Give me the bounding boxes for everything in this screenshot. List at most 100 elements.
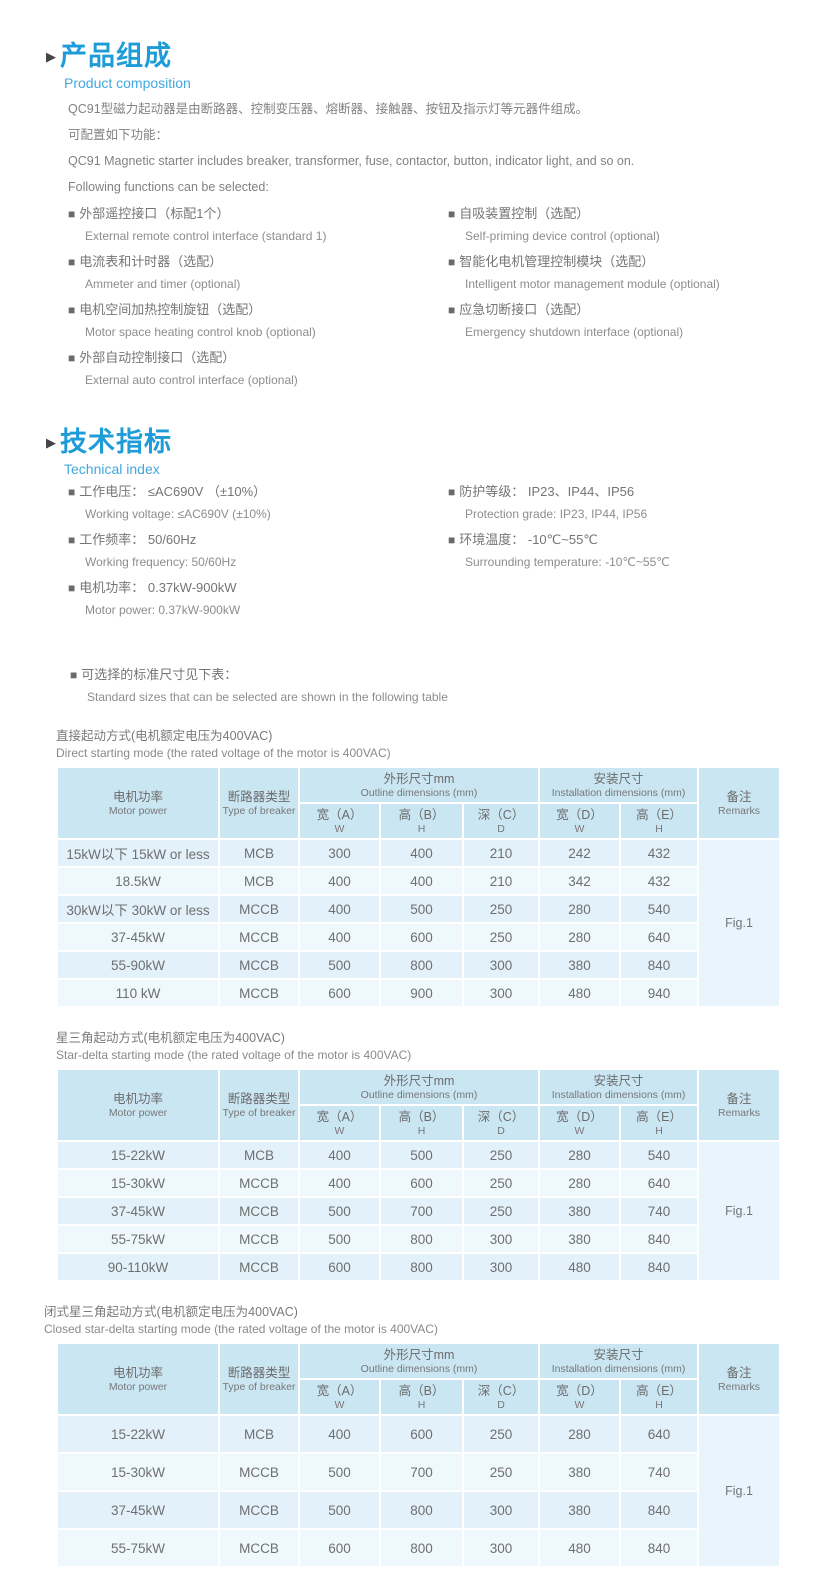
feature-en: External auto control interface (optiona… bbox=[85, 372, 298, 387]
table-cell: MCCB bbox=[218, 1252, 300, 1282]
tech-en: Working voltage: ≤AC690V (±10%) bbox=[85, 506, 271, 521]
standard-size-note: ■ 可选择的标准尺寸见下表： Standard sizes that can be… bbox=[70, 666, 830, 706]
feature-en: Intelligent motor management module (opt… bbox=[465, 276, 720, 291]
table-cell: 640 bbox=[619, 922, 700, 952]
table-cell: 210 bbox=[461, 866, 541, 896]
table-cell: 500 bbox=[298, 950, 381, 980]
table-row: 15-30kW MCCB 400 600 250 280 640 bbox=[56, 1168, 780, 1198]
section-header: ▶ 产品组成 Product composition bbox=[46, 41, 830, 90]
table-cell: 840 bbox=[619, 950, 700, 980]
feature-item: ■ 应急切断接口（选配） Emergency shutdown interface… bbox=[448, 301, 830, 341]
table-cell: 280 bbox=[538, 922, 622, 952]
header-height-b: 高（B） H bbox=[379, 1104, 464, 1142]
table-cell: MCCB bbox=[218, 1490, 300, 1530]
table-cell: 432 bbox=[619, 838, 700, 868]
table-row: 15-22kW MCB 400 500 250 280 540 Fig.1 bbox=[56, 1140, 782, 1282]
table-cell: 400 bbox=[298, 1168, 381, 1198]
table-cell: 800 bbox=[379, 1224, 464, 1254]
table-body: 15kW以下 15kW or less MCB 300 400 210 242 432 Fig… bbox=[56, 838, 782, 1008]
table-cell: 840 bbox=[619, 1528, 700, 1568]
tech-cn: 工作频率： 50/60Hz bbox=[79, 531, 197, 547]
table-cell: 55-75kW bbox=[56, 1224, 220, 1254]
table-cell: 640 bbox=[619, 1168, 700, 1198]
table-cell: MCCB bbox=[218, 1528, 300, 1568]
table-cell: MCB bbox=[218, 1140, 300, 1170]
feature-en: Motor space heating control knob (option… bbox=[85, 324, 316, 339]
table-cell: 840 bbox=[619, 1252, 700, 1282]
direct-starting-table: 电机功率 Motor power 断路器类型 Type of breaker 外形尺… bbox=[56, 766, 782, 1008]
feature-en: Self-priming device control (optional) bbox=[465, 228, 660, 243]
table-cell: MCCB bbox=[218, 922, 300, 952]
header-width-d: 宽（D） W bbox=[538, 1104, 622, 1142]
header-motor-power: 电机功率 Motor power bbox=[56, 766, 220, 840]
table-cell: MCCB bbox=[218, 978, 300, 1008]
table-cell: 600 bbox=[298, 1528, 381, 1568]
feature-cn: 自吸装置控制（选配） bbox=[459, 205, 590, 221]
feature-column-left: ■ 外部遥控接口（标配1个） External remote control in… bbox=[68, 205, 448, 397]
table-row: 55-90kW MCCB 500 800 300 380 840 bbox=[56, 950, 780, 980]
square-bullet-icon: ■ bbox=[70, 668, 78, 682]
table-cell: 500 bbox=[298, 1224, 381, 1254]
feature-item: ■ 智能化电机管理控制模块（选配） Intelligent motor manag… bbox=[448, 253, 830, 293]
square-bullet-icon: ■ bbox=[68, 580, 76, 595]
table-cell: 90-110kW bbox=[56, 1252, 220, 1282]
table-cell: 380 bbox=[538, 1452, 622, 1492]
table-cell: 480 bbox=[538, 978, 622, 1008]
paragraph: QC91 Magnetic starter includes breaker, … bbox=[68, 153, 635, 168]
intro-paragraphs: QC91型磁力起动器是由断路器、控制变压器、熔断器、接触器、按钮及指示灯等元器件… bbox=[68, 101, 830, 196]
feature-column-right: ■ 自吸装置控制（选配） Self-priming device control … bbox=[448, 205, 830, 397]
table-cell: 400 bbox=[298, 1414, 381, 1454]
table-cell: 210 bbox=[461, 838, 541, 868]
table-cell: 300 bbox=[461, 978, 541, 1008]
tech-item: ■ 工作电压： ≤AC690V （±10%） Working voltage: ≤… bbox=[68, 483, 448, 523]
header-outline-dimensions: 外形尺寸mm Outline dimensions (mm) bbox=[297, 1068, 541, 1106]
tech-en: Motor power: 0.37kW-900kW bbox=[85, 602, 241, 617]
star-delta-table: 电机功率 Motor power 断路器类型 Type of breaker 外形尺… bbox=[56, 1068, 782, 1282]
table-head: 电机功率 Motor power 断路器类型 Type of breaker 外形尺… bbox=[56, 1342, 782, 1416]
header-width-a: 宽（A） W bbox=[298, 802, 381, 840]
table-head: 电机功率 Motor power 断路器类型 Type of breaker 外形尺… bbox=[56, 1068, 782, 1142]
table-cell: 400 bbox=[379, 838, 464, 868]
table-cell: 600 bbox=[298, 978, 381, 1008]
table-cell: 250 bbox=[461, 1452, 541, 1492]
caption-cn: 星三角起动方式(电机额定电压为400VAC) bbox=[56, 1031, 285, 1045]
feature-en: Ammeter and timer (optional) bbox=[85, 276, 241, 291]
header-remarks: 备注 Remarks bbox=[697, 766, 782, 840]
table-cell: 740 bbox=[619, 1196, 700, 1226]
caption-en: Direct starting mode (the rated voltage … bbox=[56, 746, 391, 760]
table-cell: 400 bbox=[298, 894, 381, 924]
paragraph: QC91型磁力起动器是由断路器、控制变压器、熔断器、接触器、按钮及指示灯等元器件… bbox=[68, 101, 589, 116]
tech-en: Surrounding temperature: -10℃~55℃ bbox=[465, 554, 670, 569]
table-cell: 15-22kW bbox=[56, 1140, 220, 1170]
square-bullet-icon: ■ bbox=[448, 206, 456, 221]
section-header: ▶ 技术指标 Technical index bbox=[46, 427, 830, 477]
table-row: 15kW以下 15kW or less MCB 300 400 210 242 432 Fig… bbox=[56, 838, 782, 1008]
tech-item: ■ 环境温度： -10℃~55℃ Surrounding temperature:… bbox=[448, 531, 830, 571]
table-caption-closed-star-delta: 闭式星三角起动方式(电机额定电压为400VAC) Closed star-del… bbox=[44, 1304, 830, 1337]
table-cell: MCB bbox=[218, 1414, 300, 1454]
header-width-d: 宽（D） W bbox=[538, 802, 622, 840]
triangle-bullet-icon: ▶ bbox=[46, 49, 56, 65]
table-cell: 18.5kW bbox=[56, 866, 220, 896]
table-cell: 800 bbox=[379, 1490, 464, 1530]
header-depth-c: 深（C） D bbox=[461, 1104, 541, 1142]
tech-en: Protection grade: IP23, IP44, IP56 bbox=[465, 506, 648, 521]
section-title-en: Technical index bbox=[64, 460, 160, 477]
table-cell: 600 bbox=[379, 1168, 464, 1198]
table-caption-direct: 直接起动方式(电机额定电压为400VAC) Direct starting mo… bbox=[56, 728, 830, 761]
table-cell: 900 bbox=[379, 978, 464, 1008]
table-cell: 280 bbox=[538, 894, 622, 924]
table-cell: 250 bbox=[461, 1140, 541, 1170]
table-cell: 250 bbox=[461, 1196, 541, 1226]
table-cell: 480 bbox=[538, 1252, 622, 1282]
table-cell: 37-45kW bbox=[56, 1196, 220, 1226]
table-cell: 380 bbox=[538, 950, 622, 980]
caption-cn: 直接起动方式(电机额定电压为400VAC) bbox=[56, 729, 273, 743]
section-product-composition: ▶ 产品组成 Product composition QC91型磁力起动器是由断… bbox=[0, 41, 830, 397]
table-cell: 280 bbox=[538, 1140, 622, 1170]
table-cell: 300 bbox=[461, 1252, 541, 1282]
table-cell: 280 bbox=[538, 1414, 622, 1454]
feature-cn: 电机空间加热控制旋钮（选配） bbox=[79, 301, 262, 317]
paragraph: Following functions can be selected: bbox=[68, 179, 269, 194]
